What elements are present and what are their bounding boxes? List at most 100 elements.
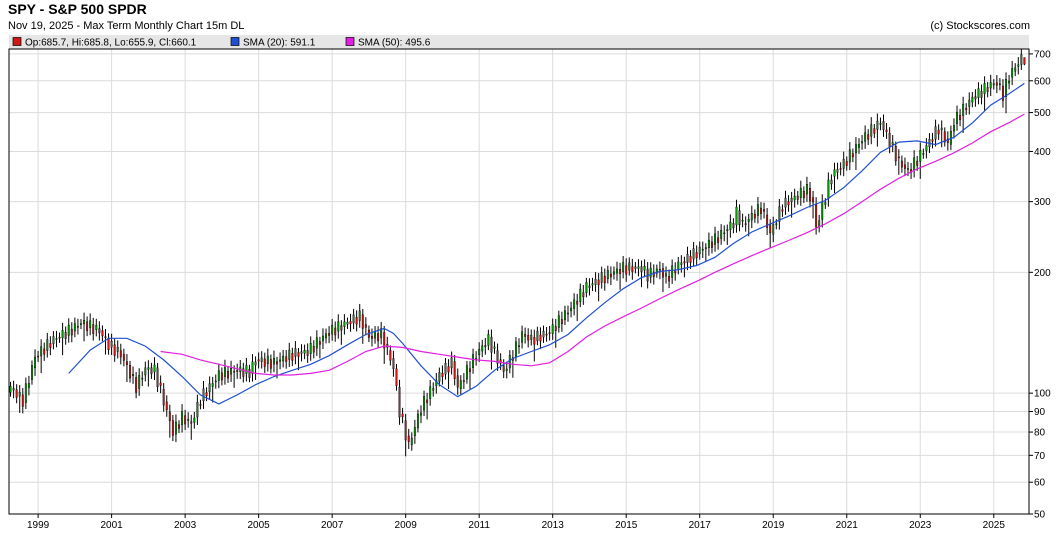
price-candle [291,347,294,367]
price-candle [318,336,321,359]
candle-body [233,371,236,373]
candle-body [548,332,551,334]
price-candle [92,317,95,341]
price-candle [502,359,505,379]
candle-body [67,325,70,336]
price-candle [943,127,946,147]
price-candle [588,278,591,296]
price-candle [674,262,677,281]
price-candle [462,373,465,389]
candle-body [496,350,499,364]
price-candle [266,348,269,372]
price-candle [364,317,367,336]
price-candle [269,354,272,374]
price-candle [1008,75,1011,90]
candle-body [70,328,73,336]
price-candle [478,342,481,363]
candle-body [469,368,471,372]
candle-body [744,223,747,225]
candle-body [545,333,548,336]
price-candle [977,82,980,105]
x-tick-label: 2017 [689,520,712,531]
candle-body [478,348,481,356]
candle-body [567,312,569,315]
price-candle [854,137,857,171]
price-candle [24,377,27,409]
candle-body [1001,85,1004,101]
candle-body [420,412,422,416]
price-candle [548,325,551,341]
candle-body [43,348,46,355]
price-candle [631,258,634,280]
price-candle [894,141,897,166]
price-candle [98,321,101,341]
price-candle [870,117,873,145]
candle-body [524,334,527,337]
price-candle [288,342,291,367]
price-candle [150,362,153,379]
candle-body [312,346,315,353]
price-candle [658,261,661,280]
candle-body [818,220,821,227]
candle-body [861,141,864,144]
price-candle [992,79,995,90]
candle-body [279,359,282,362]
price-candle [374,326,377,344]
candle-body [956,111,958,124]
price-candle [46,332,49,358]
price-candle [533,329,536,362]
price-candle [349,313,352,332]
candle-body [211,383,214,387]
price-candle [612,266,615,280]
candle-body [704,247,707,249]
candle-body [600,272,603,283]
candle-body [9,386,12,393]
price-candle [165,395,168,417]
price-candle [622,255,625,279]
price-candle [760,202,762,220]
candle-body [858,144,860,148]
price-candle [600,266,603,289]
candle-body [343,321,346,327]
price-candle [407,428,410,449]
price-candle [1001,79,1004,108]
price-candle [438,367,441,387]
price-candle [763,202,766,219]
price-candle [821,194,824,228]
candle-body [245,365,248,374]
price-candle [1017,57,1020,75]
price-candle [55,330,58,348]
candle-body [315,337,318,349]
price-candle [665,266,667,284]
candle-body [217,370,220,381]
candle-body [756,204,759,216]
price-candle [358,303,361,328]
candle-body [787,201,790,206]
price-candle [453,355,456,386]
candle-body [965,107,968,111]
candle-body [12,388,15,391]
candle-body [588,285,591,288]
candle-body [89,320,92,328]
candle-body [392,358,395,369]
price-candle [377,326,380,349]
price-candle [971,92,974,108]
price-candle [346,317,349,329]
candle-body [766,214,769,228]
candle-body [591,283,594,286]
candle-body [220,372,223,381]
candle-body [438,372,441,382]
candle-body [616,268,618,274]
candle-body [364,324,367,328]
price-candle [178,420,180,434]
candle-body [698,246,701,255]
candle-body [986,87,989,92]
candle-body [86,321,89,331]
candle-body [223,367,226,377]
candle-body [603,275,606,284]
candle-body [1020,54,1023,65]
candle-body [992,83,995,86]
price-candle [499,353,502,371]
price-candle [655,264,658,278]
candle-body [729,221,732,230]
